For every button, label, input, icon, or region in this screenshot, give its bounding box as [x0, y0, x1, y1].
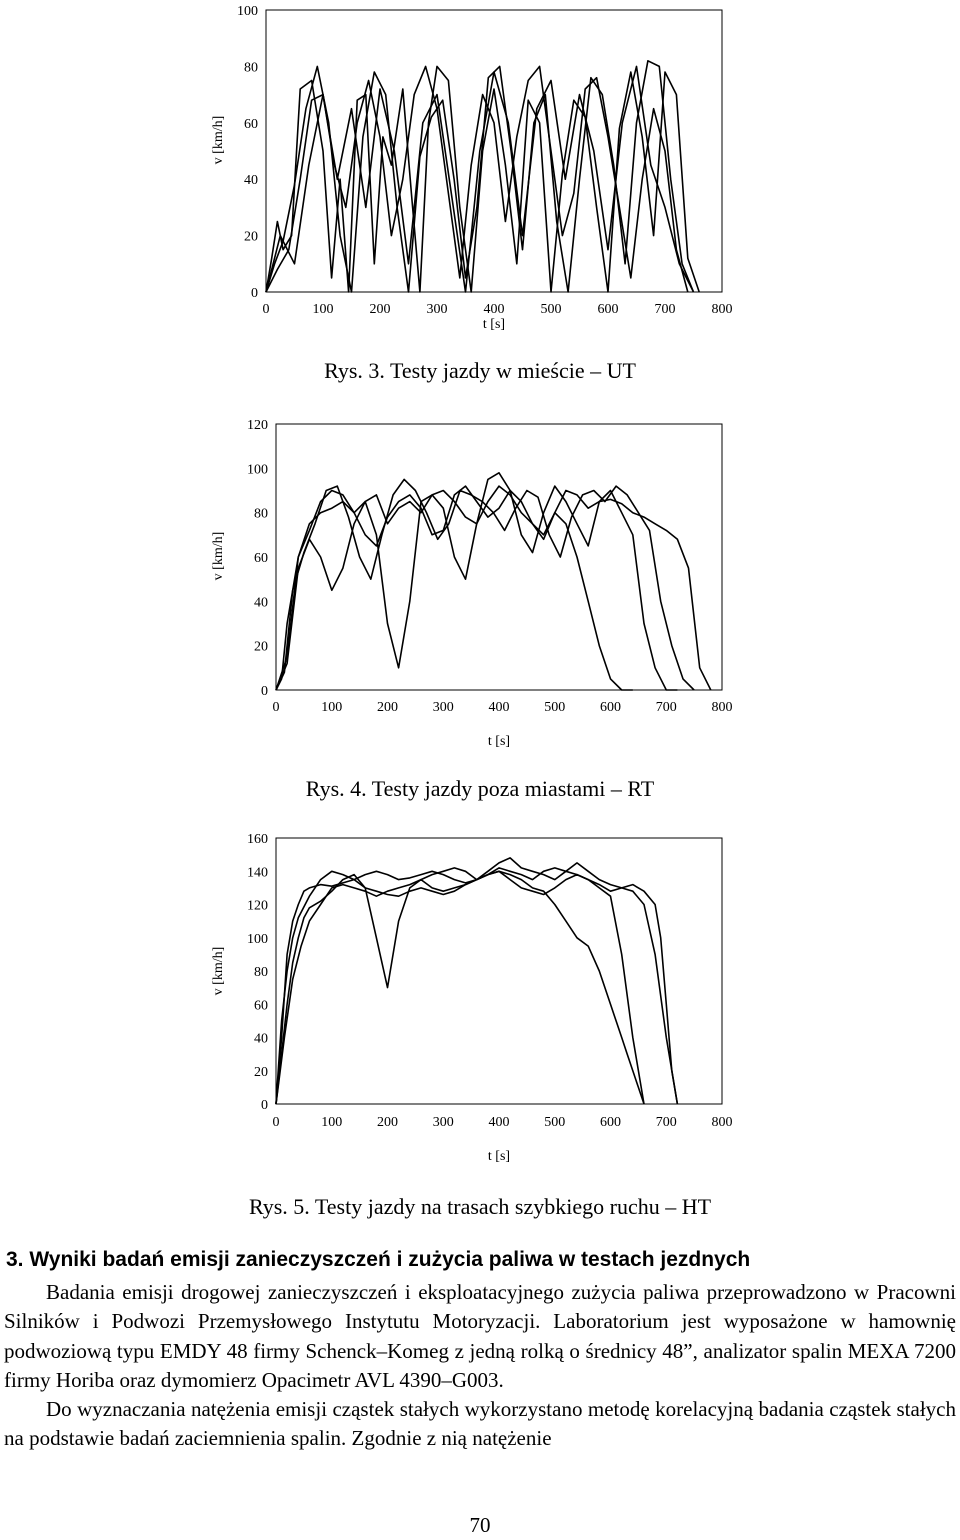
- plot-frame: [275, 837, 723, 1105]
- x-tick-label: 0: [273, 1115, 280, 1130]
- caption-fig5: Rys. 5. Testy jazdy na trasach szybkiego…: [248, 1194, 712, 1219]
- x-tick-label: 700: [655, 302, 676, 317]
- y-tick-label: 0: [261, 1098, 268, 1113]
- x-tick-label: 500: [541, 302, 562, 317]
- y-tick-label: 120: [247, 899, 268, 914]
- y-tick-label: 80: [244, 60, 258, 75]
- plot-frame: [265, 9, 723, 293]
- x-tick-label: 300: [433, 700, 454, 715]
- y-axis-title: v [km/h]: [211, 532, 226, 581]
- x-tick-label: 400: [484, 302, 505, 317]
- y-tick-label: 100: [247, 462, 268, 477]
- x-tick-label: 300: [427, 302, 448, 317]
- y-tick-label: 40: [254, 595, 268, 610]
- y-tick-label: 20: [244, 230, 258, 245]
- y-tick-label: 0: [261, 684, 268, 699]
- y-tick-label: 80: [254, 507, 268, 522]
- x-tick-label: 100: [321, 1115, 342, 1130]
- y-tick-label: 100: [247, 932, 268, 947]
- x-tick-label: 600: [598, 302, 619, 317]
- plot-frame: [275, 423, 723, 691]
- y-tick-label: 0: [251, 286, 258, 301]
- y-axis-title: v [km/h]: [211, 116, 226, 165]
- x-tick-label: 200: [370, 302, 391, 317]
- chart-ht: 160 140 120 100 80 60 40 20 0 0 100 200 300 400 500 600…: [0, 828, 960, 1178]
- y-tick-label: 160: [247, 832, 268, 847]
- series-line-4: [265, 65, 695, 293]
- y-axis-title: v [km/h]: [211, 947, 226, 996]
- x-tick-label: 800: [712, 1115, 733, 1130]
- x-axis-title: t [s]: [488, 734, 510, 749]
- x-tick-label: 200: [377, 1115, 398, 1130]
- x-tick-label: 800: [712, 700, 733, 715]
- chart-rt: 120 100 80 60 40 20 0 0 100 200 300 400 500 600 700 800…: [0, 408, 960, 758]
- caption-fig3: Rys. 3. Testy jazdy w mieście – UT: [324, 358, 636, 383]
- section-heading: 3. Wyniki badań emisji zanieczyszczeń i …: [6, 1248, 751, 1271]
- series-line-1: [275, 485, 712, 691]
- x-tick-label: 100: [321, 700, 342, 715]
- y-tick-label: 40: [244, 173, 258, 188]
- caption-fig4: Rys. 4. Testy jazdy poza miastami – RT: [305, 776, 655, 801]
- paragraph-1: Badania emisji drogowej zanieczyszczeń i…: [4, 1280, 956, 1392]
- x-tick-label: 0: [273, 700, 280, 715]
- x-tick-label: 200: [377, 700, 398, 715]
- y-tick-label: 20: [254, 640, 268, 655]
- x-tick-label: 800: [712, 302, 733, 317]
- series-line-2: [265, 59, 695, 293]
- x-tick-label: 500: [544, 1115, 565, 1130]
- x-tick-label: 100: [313, 302, 334, 317]
- x-axis-title: t [s]: [488, 1149, 510, 1164]
- paragraph-2: Do wyznaczania natężenia emisji cząstek …: [4, 1397, 956, 1451]
- x-tick-label: 700: [656, 1115, 677, 1130]
- series-line-4: [275, 870, 645, 1105]
- y-tick-label: 40: [254, 1032, 268, 1047]
- x-axis-title: t [s]: [483, 317, 505, 332]
- body-text: Badania emisji drogowej zanieczyszczeń i…: [4, 1278, 956, 1454]
- series-line-2: [275, 870, 645, 1105]
- y-tick-label: 120: [247, 418, 268, 433]
- series-line-3: [275, 857, 679, 1105]
- chart-ut: 100 80 60 40 20 0 0 100 200 300 400 500 600 700 800 t […: [0, 0, 960, 340]
- x-tick-label: 700: [656, 700, 677, 715]
- x-tick-label: 400: [489, 700, 510, 715]
- y-tick-label: 20: [254, 1065, 268, 1080]
- x-tick-label: 0: [263, 302, 270, 317]
- y-tick-label: 100: [237, 4, 258, 19]
- y-tick-label: 60: [254, 551, 268, 566]
- series-line-1: [265, 65, 700, 293]
- y-tick-label: 140: [247, 865, 268, 880]
- x-tick-label: 600: [600, 1115, 621, 1130]
- x-tick-label: 300: [433, 1115, 454, 1130]
- series-line-1: [275, 867, 679, 1105]
- y-tick-label: 60: [244, 117, 258, 132]
- y-tick-label: 60: [254, 998, 268, 1013]
- series-line-4: [275, 485, 633, 691]
- y-tick-label: 80: [254, 965, 268, 980]
- x-tick-label: 600: [600, 700, 621, 715]
- x-tick-label: 500: [544, 700, 565, 715]
- page-number: 70: [469, 1513, 491, 1537]
- x-tick-label: 400: [489, 1115, 510, 1130]
